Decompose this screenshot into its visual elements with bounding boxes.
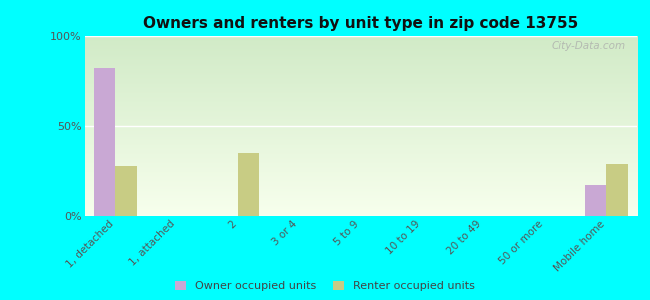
Bar	[606, 164, 628, 216]
Bar	[94, 68, 115, 216]
Bar	[585, 185, 606, 216]
Title: Owners and renters by unit type in zip code 13755: Owners and renters by unit type in zip c…	[143, 16, 578, 31]
Bar	[238, 153, 259, 216]
Bar	[115, 166, 136, 216]
Legend: Owner occupied units, Renter occupied units: Owner occupied units, Renter occupied un…	[175, 281, 475, 291]
Text: City-Data.com: City-Data.com	[552, 41, 626, 51]
